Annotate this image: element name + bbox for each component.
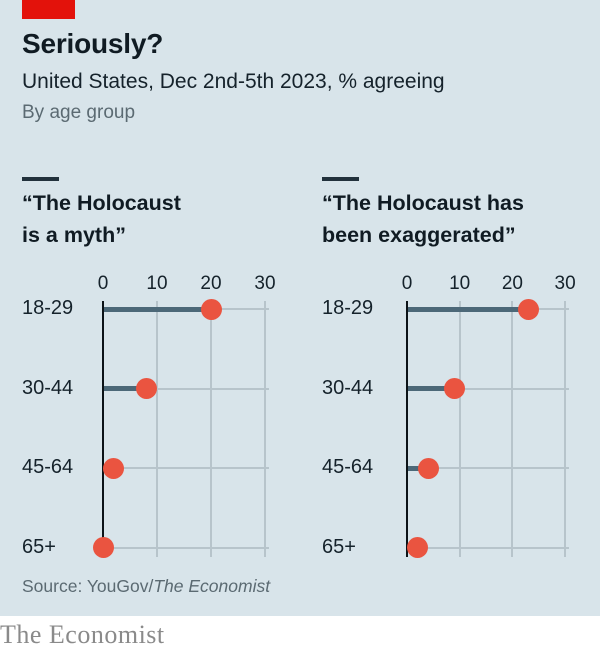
page-title: Seriously?: [22, 28, 164, 59]
value-dot: [443, 378, 465, 399]
value-dot: [407, 537, 429, 558]
value-dot: [200, 298, 222, 320]
category-label: 45-64: [322, 456, 374, 478]
value-dot: [517, 298, 539, 320]
value-dot: [92, 537, 114, 558]
value-dot: [103, 457, 125, 479]
x-tick-label: 20: [501, 273, 523, 294]
row-gridline: [407, 387, 570, 390]
economist-red-tab: [22, 0, 75, 19]
panel-title-line: “The Holocaust has: [322, 191, 524, 215]
vertical-gridline: [511, 301, 514, 557]
chart-panel: “The Holocaust is a myth” 0 10 20 30 18-29 30-4…: [22, 177, 290, 559]
category-label: 65+: [322, 535, 356, 558]
x-tick-label: 30: [254, 273, 276, 294]
vertical-gridline: [564, 301, 567, 557]
x-tick-label: 0: [97, 273, 109, 294]
row-gridline: [407, 546, 570, 549]
panel-title: “The Holocaust is a myth”: [22, 187, 290, 251]
row-gridline: [103, 467, 269, 469]
category-label: 65+: [22, 535, 56, 558]
panel-title-line: is a myth”: [22, 223, 126, 247]
category-label: 18-29: [322, 297, 374, 319]
footer-strip: The Economist: [0, 616, 600, 653]
value-bar: [407, 465, 429, 471]
y-axis-line: [406, 301, 408, 557]
row-gridline: [103, 546, 269, 549]
row-gridline: [103, 387, 269, 390]
value-bar: [103, 306, 211, 312]
economist-wordmark: The Economist: [0, 620, 165, 649]
value-dot: [417, 457, 439, 479]
chart-panel: “The Holocaust has been exaggerated” 0 10 20…: [322, 177, 590, 559]
panel-title-dash: [322, 177, 359, 181]
source-note: Source: YouGov/The Economist: [22, 576, 270, 597]
category-label: 45-64: [22, 456, 74, 478]
category-label: 30-44: [322, 376, 374, 399]
x-tick-label: 10: [146, 273, 168, 294]
category-label: 18-29: [22, 297, 74, 319]
value-dot: [135, 378, 157, 399]
chart-subtitle: United States, Dec 2nd-5th 2023, % agree…: [22, 70, 445, 93]
category-label: 30-44: [22, 376, 74, 399]
value-bar: [407, 386, 455, 391]
x-tick-label: 10: [449, 273, 471, 294]
value-bar: [103, 386, 147, 391]
x-tick-label: 0: [401, 273, 413, 294]
source-prefix: Source: YouGov/: [22, 576, 154, 596]
source-publication: The Economist: [153, 576, 271, 596]
row-gridline: [407, 467, 570, 469]
panel-title-dash: [22, 177, 59, 181]
vertical-gridline: [458, 301, 461, 557]
panel-title-line: “The Holocaust: [22, 191, 181, 215]
economist-chart-card: Seriously? United States, Dec 2nd-5th 20…: [0, 0, 600, 616]
x-tick-label: 20: [200, 273, 222, 294]
vertical-gridline: [210, 301, 212, 557]
vertical-gridline: [264, 301, 266, 557]
vertical-gridline: [156, 301, 158, 557]
x-tick-label: 30: [554, 273, 576, 294]
panel-title: “The Holocaust has been exaggerated”: [322, 187, 590, 251]
panel-title-line: been exaggerated”: [322, 223, 516, 247]
chart-byline: By age group: [22, 102, 136, 123]
value-bar: [407, 306, 529, 312]
y-axis-line: [102, 301, 104, 557]
